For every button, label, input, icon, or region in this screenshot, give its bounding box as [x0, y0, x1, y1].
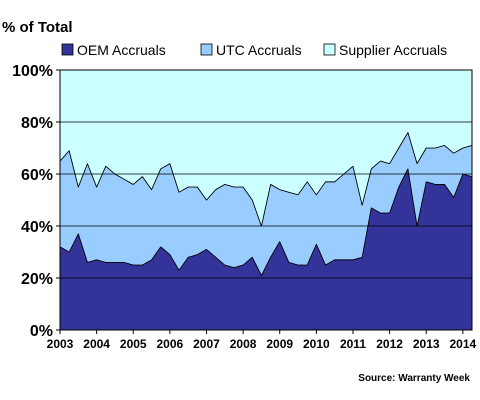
legend: OEM Accruals UTC Accruals Supplier Accru…: [61, 42, 447, 58]
x-tick-label: 2014: [449, 337, 476, 351]
grid-layer: [60, 121, 472, 279]
area-layer: [59, 69, 473, 331]
x-tick-label: 2013: [413, 337, 440, 351]
legend-swatch-supplier: [323, 43, 336, 56]
legend-swatch-utc: [200, 43, 213, 56]
chart-title: % of Total: [2, 19, 73, 36]
y-tick-label: 100%: [12, 63, 53, 80]
x-tick-label: 2010: [303, 337, 330, 351]
legend-label-oem: OEM Accruals: [77, 42, 166, 58]
legend-swatch-oem: [61, 43, 74, 56]
source-note: Source: Warranty Week: [358, 373, 470, 384]
x-tick-label: 2004: [83, 337, 110, 351]
y-tick-label: 0%: [30, 323, 53, 340]
legend-label-utc: UTC Accruals: [216, 42, 302, 58]
x-tick-label: 2007: [193, 337, 220, 351]
x-tick-label: 2003: [47, 337, 74, 351]
x-axis: 2003 2004 2005 2006 2007 2008 2009 2010 2011 2012…: [47, 330, 477, 351]
plot-frame: [59, 69, 473, 331]
y-tick-label: 80%: [21, 115, 53, 132]
x-tick-label: 2011: [340, 337, 366, 351]
y-tick-label: 40%: [21, 219, 53, 236]
x-tick-label: 2012: [376, 337, 403, 351]
y-tick-label: 20%: [21, 271, 53, 288]
x-tick-label: 2005: [120, 337, 147, 351]
y-tick-label: 60%: [21, 167, 53, 184]
x-tick-label: 2008: [230, 337, 257, 351]
x-tick-label: 2006: [157, 337, 184, 351]
y-axis: 0% 20% 40% 60% 80% 100%: [12, 63, 60, 340]
x-tick-label: 2009: [266, 337, 293, 351]
legend-label-supplier: Supplier Accruals: [339, 42, 447, 58]
